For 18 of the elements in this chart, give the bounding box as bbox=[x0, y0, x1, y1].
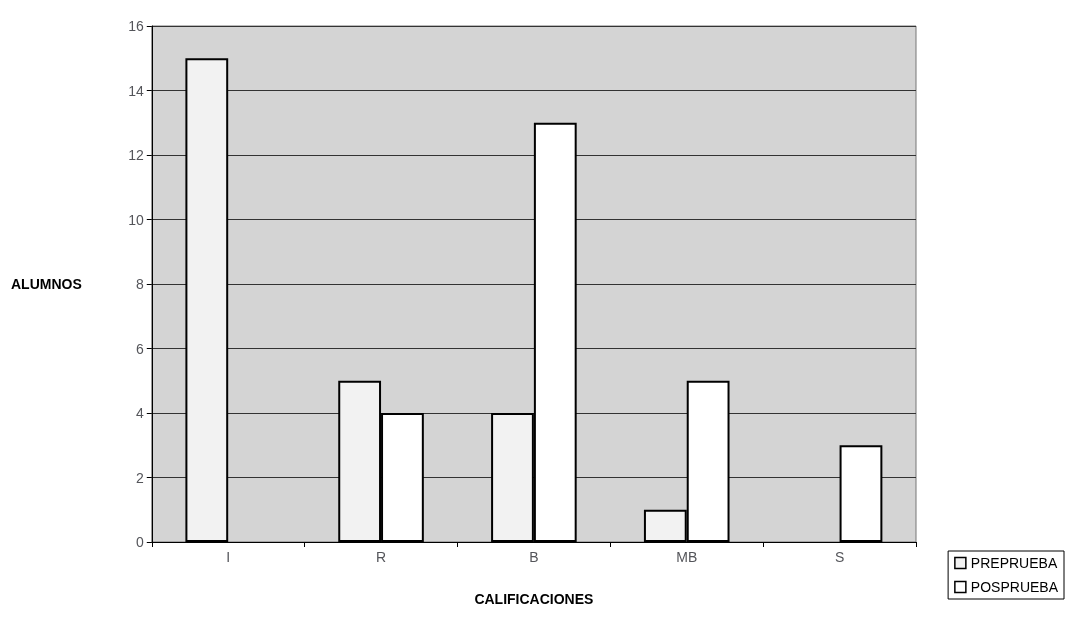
y-tick-label: 2 bbox=[135, 469, 144, 486]
x-tick-label: B bbox=[529, 549, 539, 565]
x-tick-label: R bbox=[375, 549, 387, 565]
legend-label: PREPRUEBA bbox=[970, 555, 1058, 571]
y-tick-label: 10 bbox=[128, 211, 144, 228]
y-tick-label: 8 bbox=[135, 276, 144, 292]
y-tick-label: 14 bbox=[128, 82, 144, 99]
x-axis-title: CALIFICACIONES bbox=[474, 591, 594, 607]
x-tick-label: S bbox=[834, 549, 845, 565]
y-tick-label: 6 bbox=[135, 340, 144, 357]
y-tick-label: 12 bbox=[128, 147, 144, 163]
y-tick-label: 4 bbox=[135, 405, 144, 421]
y-tick-label: 0 bbox=[135, 534, 144, 550]
y-tick-label: 16 bbox=[128, 18, 144, 34]
y-axis-title: ALUMNOS bbox=[10, 276, 82, 292]
x-tick-label: I bbox=[226, 549, 231, 565]
legend-label: POSPRUEBA bbox=[970, 579, 1059, 595]
x-tick-label: MB bbox=[676, 549, 698, 565]
